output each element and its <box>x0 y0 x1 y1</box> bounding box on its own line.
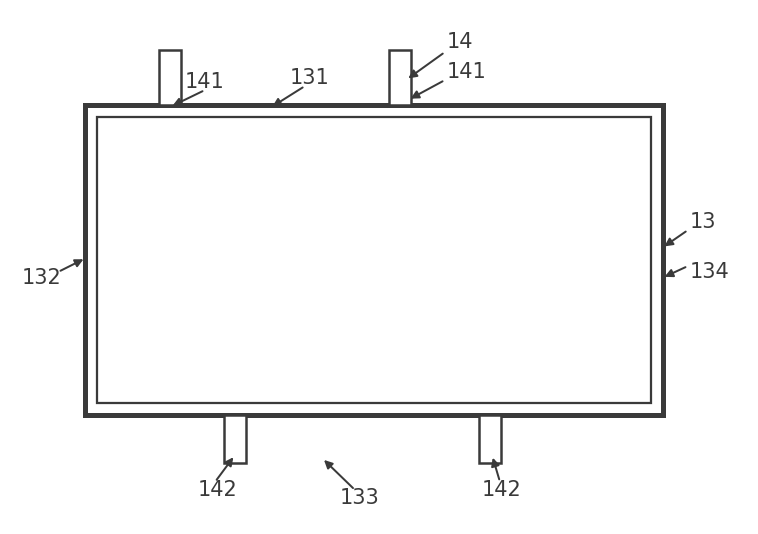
Text: 142: 142 <box>198 480 238 500</box>
Text: 142: 142 <box>482 480 522 500</box>
Bar <box>224 415 246 463</box>
Text: 141: 141 <box>447 62 487 82</box>
Bar <box>85 105 663 415</box>
Bar <box>97 117 651 403</box>
Text: 141: 141 <box>185 72 225 92</box>
Bar <box>389 50 411 105</box>
Bar <box>479 415 501 463</box>
Text: 134: 134 <box>690 262 730 282</box>
Text: 132: 132 <box>22 268 61 288</box>
Text: 131: 131 <box>290 68 330 88</box>
Text: 13: 13 <box>690 212 716 232</box>
Bar <box>159 50 181 105</box>
Text: 14: 14 <box>447 32 474 52</box>
Text: 133: 133 <box>340 488 380 508</box>
